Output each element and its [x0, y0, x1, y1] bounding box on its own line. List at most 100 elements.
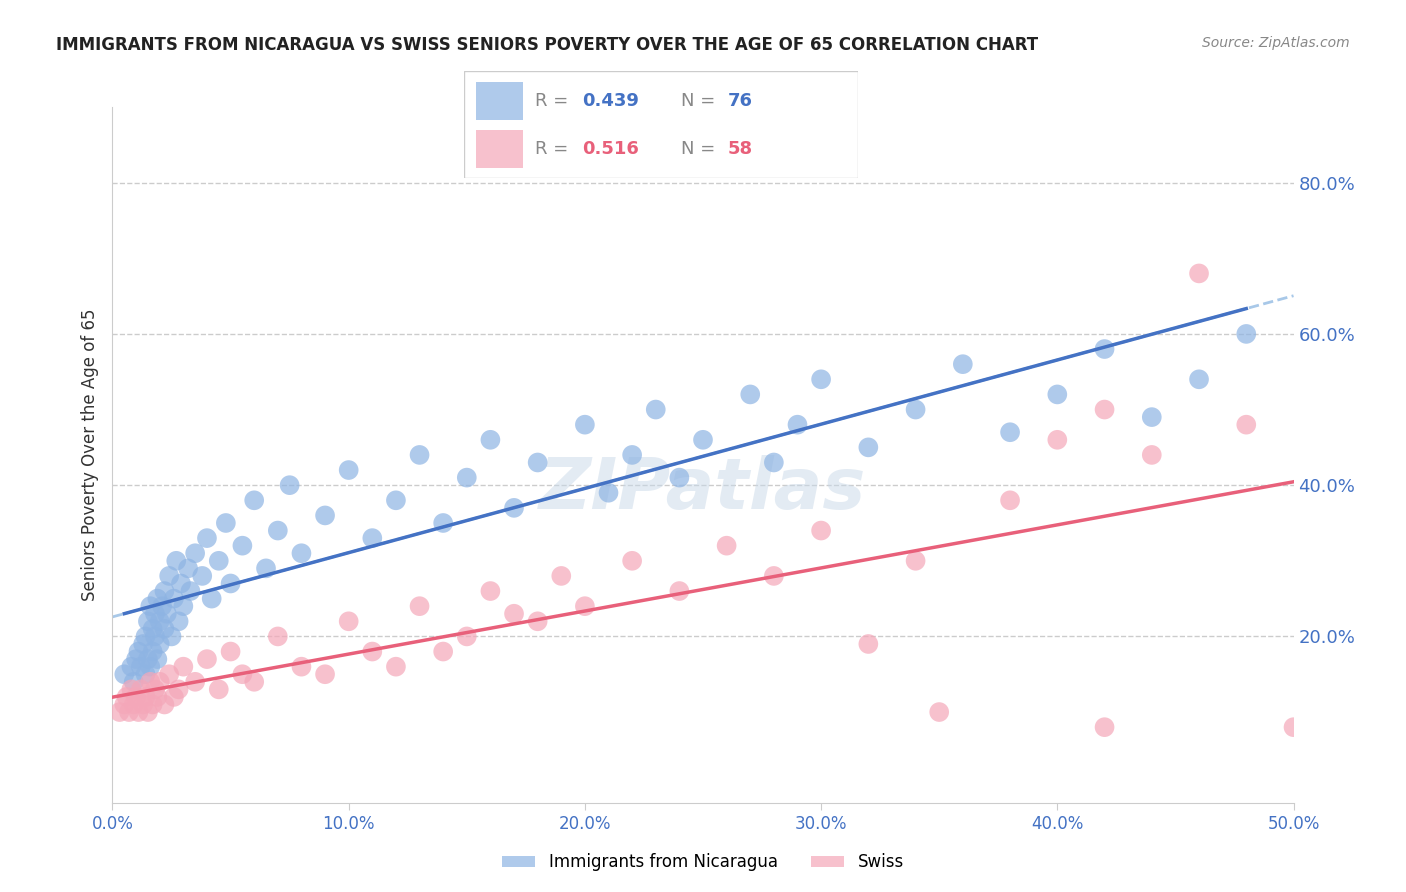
Point — [160, 629, 183, 643]
Point — [361, 644, 384, 658]
Point — [621, 448, 644, 462]
Text: N =: N = — [681, 141, 720, 159]
Point — [1094, 402, 1116, 417]
Point — [120, 682, 142, 697]
Point — [135, 629, 157, 643]
Text: Source: ZipAtlas.com: Source: ZipAtlas.com — [1202, 36, 1350, 50]
Point — [139, 659, 162, 673]
Point — [904, 402, 927, 417]
Point — [503, 607, 526, 621]
Point — [112, 698, 135, 712]
Point — [254, 561, 277, 575]
Point — [165, 554, 187, 568]
Point — [1234, 326, 1257, 341]
Point — [337, 463, 360, 477]
Point — [163, 591, 186, 606]
Point — [1140, 410, 1163, 425]
Bar — [475, 82, 523, 120]
Point — [157, 569, 180, 583]
Point — [136, 652, 159, 666]
Point — [716, 539, 738, 553]
Point — [120, 659, 142, 673]
Text: N =: N = — [681, 93, 720, 111]
Legend: Immigrants from Nicaragua, Swiss: Immigrants from Nicaragua, Swiss — [495, 847, 911, 878]
Point — [904, 554, 927, 568]
Y-axis label: Seniors Poverty Over the Age of 65: Seniors Poverty Over the Age of 65 — [80, 309, 98, 601]
Point — [243, 493, 266, 508]
Point — [170, 576, 193, 591]
Point — [118, 705, 141, 719]
Point — [172, 599, 194, 614]
Point — [290, 659, 312, 673]
Point — [149, 615, 172, 629]
Point — [142, 622, 165, 636]
Point — [136, 615, 159, 629]
Point — [1188, 372, 1211, 386]
Point — [385, 493, 408, 508]
Point — [153, 698, 176, 712]
Point — [503, 500, 526, 515]
Point — [998, 493, 1021, 508]
Point — [692, 433, 714, 447]
Point — [1140, 448, 1163, 462]
Point — [762, 569, 785, 583]
Point — [139, 674, 162, 689]
Point — [231, 539, 253, 553]
Point — [163, 690, 186, 704]
Bar — [475, 130, 523, 168]
Point — [361, 531, 384, 545]
Point — [191, 569, 214, 583]
Point — [167, 615, 190, 629]
Point — [337, 615, 360, 629]
Point — [184, 674, 207, 689]
Text: 0.439: 0.439 — [582, 93, 638, 111]
Point — [762, 455, 785, 469]
Point — [314, 667, 336, 681]
Point — [1282, 720, 1305, 734]
Point — [149, 674, 172, 689]
Point — [142, 698, 165, 712]
Text: R =: R = — [534, 141, 574, 159]
Point — [177, 561, 200, 575]
Point — [215, 516, 238, 530]
Point — [928, 705, 950, 719]
Text: ZIPatlas: ZIPatlas — [540, 455, 866, 524]
Point — [314, 508, 336, 523]
Point — [132, 698, 155, 712]
Point — [135, 667, 157, 681]
Point — [167, 682, 190, 697]
Point — [127, 705, 149, 719]
Point — [136, 705, 159, 719]
Point — [142, 644, 165, 658]
Point — [201, 591, 224, 606]
Point — [143, 682, 166, 697]
Point — [127, 644, 149, 658]
Point — [157, 667, 180, 681]
Point — [668, 584, 690, 599]
Point — [219, 644, 242, 658]
Point — [219, 576, 242, 591]
Point — [668, 470, 690, 484]
Point — [740, 387, 762, 401]
Point — [267, 524, 290, 538]
Point — [146, 591, 169, 606]
Point — [135, 690, 157, 704]
Text: 76: 76 — [728, 93, 752, 111]
Point — [1234, 417, 1257, 432]
Point — [172, 659, 194, 673]
Point — [122, 698, 145, 712]
Point — [858, 637, 880, 651]
Point — [156, 607, 179, 621]
Point — [786, 417, 808, 432]
Point — [998, 425, 1021, 440]
Text: 58: 58 — [728, 141, 752, 159]
Point — [195, 531, 218, 545]
Point — [1188, 267, 1211, 281]
Point — [153, 622, 176, 636]
Point — [179, 584, 201, 599]
Point — [479, 433, 502, 447]
Point — [231, 667, 253, 681]
Point — [432, 644, 454, 658]
Point — [456, 470, 478, 484]
Point — [122, 674, 145, 689]
